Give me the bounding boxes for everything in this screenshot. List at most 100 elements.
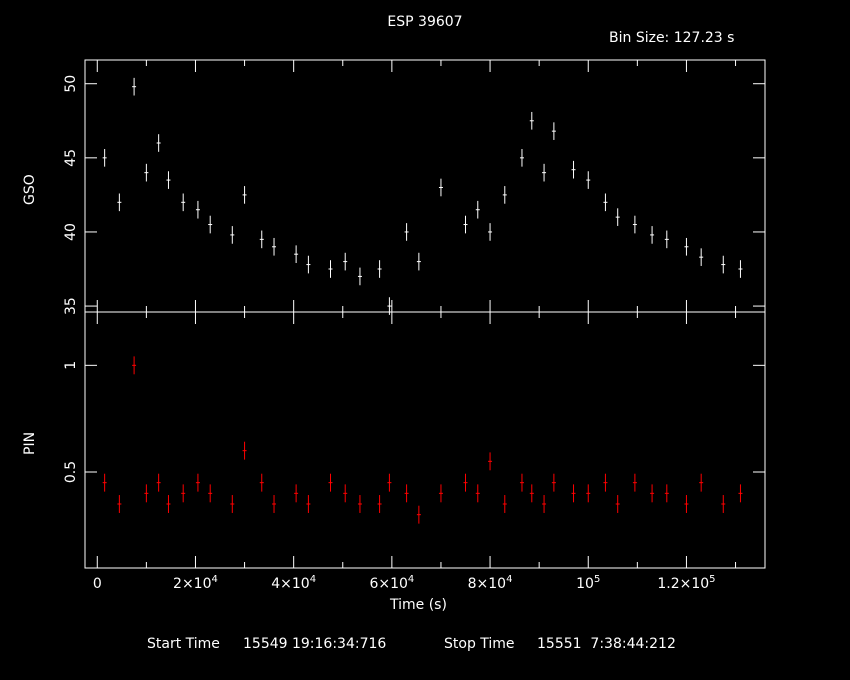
gso-data-point (551, 122, 556, 140)
xtick-label: 2×104 (173, 574, 218, 592)
pin-data-point (387, 473, 392, 492)
pin-frame (84, 311, 766, 569)
pin-data-point (502, 495, 507, 513)
pin-data-point (603, 473, 608, 492)
pin-data-point (416, 505, 421, 524)
gso-data-point (571, 160, 576, 179)
bin-size-label: Bin Size: 127.23 s (609, 30, 735, 46)
pin-ytick-label: 0.5 (63, 461, 79, 483)
gso-data-point (195, 200, 200, 219)
gso-data-point (586, 171, 591, 189)
pin-data-point (117, 495, 122, 513)
xtick-label: 105 (576, 574, 600, 592)
stop-time-value: 15551 7:38:44:212 (537, 636, 676, 652)
start-time-label: Start Time (147, 636, 220, 652)
gso-data-point (306, 255, 311, 274)
pin-data-point (632, 473, 637, 492)
gso-ytick-label: 40 (63, 223, 79, 241)
pin-data-point (208, 484, 213, 503)
gso-axis-label: GSO (22, 174, 38, 205)
pin-data-point (684, 495, 689, 513)
pin-data-point (294, 484, 299, 503)
gso-data-point (230, 226, 235, 244)
pin-data-point (699, 473, 704, 492)
chart-title: ESP 39607 (387, 14, 463, 30)
pin-data-point (132, 356, 137, 375)
pin-data-point (664, 484, 669, 503)
gso-data-point (242, 186, 247, 204)
gso-data-point (404, 223, 409, 241)
gso-data-point (208, 215, 213, 234)
gso-ytick-label: 45 (63, 149, 79, 167)
pin-data-point (156, 473, 161, 492)
gso-data-point (156, 134, 161, 152)
pin-data-point (328, 473, 333, 492)
gso-data-point (502, 186, 507, 204)
stop-time-label: Stop Time (444, 636, 515, 652)
gso-data-point (102, 149, 107, 167)
gso-data-point (615, 208, 620, 226)
gso-ytick-label: 35 (63, 297, 79, 315)
pin-data-point (529, 484, 534, 503)
gso-data-point (117, 193, 122, 212)
gso-data-point (357, 267, 362, 286)
pin-axis-label: PIN (22, 431, 38, 455)
pin-data-point (571, 484, 576, 503)
start-time-value: 15549 19:16:34:716 (243, 636, 387, 652)
gso-data-point (699, 248, 704, 266)
gso-data-point (738, 260, 743, 278)
gso-data-point (132, 77, 137, 96)
gso-data-point (144, 163, 149, 182)
gso-data-point (603, 193, 608, 212)
pin-data-point (404, 484, 409, 503)
xtick-label: 8×104 (468, 574, 513, 592)
pin-data-point (475, 484, 480, 503)
gso-data-point (294, 245, 299, 264)
gso-ytick-label: 50 (63, 75, 79, 93)
gso-data-point (272, 237, 277, 256)
gso-data-point (259, 230, 264, 249)
pin-data-point (542, 495, 547, 513)
pin-data-point (259, 473, 264, 492)
xtick-label: 6×104 (369, 574, 414, 592)
gso-data-point (328, 260, 333, 278)
pin-data-point (195, 473, 200, 492)
pin-data-point (615, 495, 620, 513)
gso-data-point (542, 163, 547, 182)
gso-data-point (181, 193, 186, 212)
gso-data-point (475, 200, 480, 219)
pin-data-point (272, 495, 277, 513)
pin-data-point (377, 495, 382, 513)
gso-data-point (488, 223, 493, 241)
gso-data-point (438, 178, 443, 197)
pin-data-point (144, 484, 149, 503)
gso-data-point (650, 226, 655, 244)
pin-data-point (551, 473, 556, 492)
pin-data-point (488, 452, 493, 471)
pin-data-point (166, 495, 171, 513)
pin-data-point (102, 473, 107, 492)
pin-data-point (586, 484, 591, 503)
pin-data-point (242, 441, 247, 460)
gso-data-point (377, 260, 382, 278)
gso-data-point (684, 237, 689, 256)
pin-data-point (463, 473, 468, 492)
gso-data-point (721, 255, 726, 274)
gso-panel: 35 40 45 50 (63, 59, 766, 315)
gso-data-point (664, 230, 669, 249)
gso-data-point (416, 252, 421, 271)
pin-data-point (438, 484, 443, 503)
pin-data-point (721, 495, 726, 513)
gso-data-point (343, 252, 348, 271)
pin-data-point (650, 484, 655, 503)
pin-data-point (519, 473, 524, 492)
gso-data-point (529, 111, 534, 130)
pin-data-point (343, 484, 348, 503)
pin-data-point (230, 495, 235, 513)
gso-data-point (632, 215, 637, 234)
gso-data-point (463, 215, 468, 234)
xtick-label-zero: 0 (93, 576, 102, 592)
pin-ytick-label: 1 (63, 361, 79, 370)
pin-data-point (181, 484, 186, 503)
